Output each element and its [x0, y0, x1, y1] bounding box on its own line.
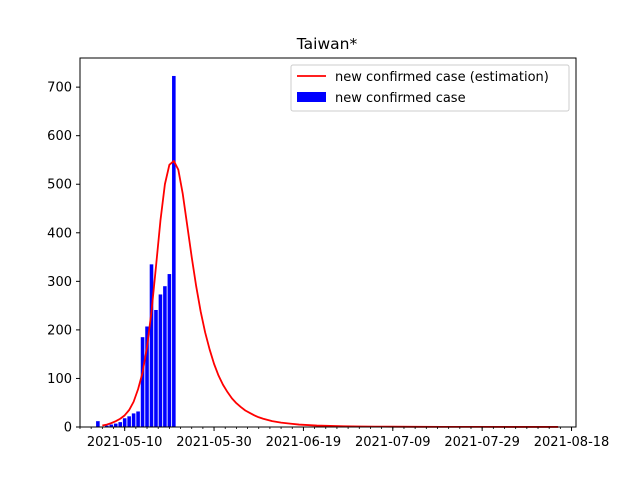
plot-area: 0 100 200 300 400 500 600 700 2021-05-10 2021-05-…	[47, 57, 610, 450]
bar	[118, 422, 123, 427]
y-tick-label: 500	[47, 178, 72, 193]
bar	[154, 309, 158, 427]
bar	[113, 423, 118, 427]
bar	[96, 421, 100, 427]
legend-label-estimation: new confirmed case (estimation)	[335, 70, 549, 85]
y-tick-label: 300	[47, 275, 72, 290]
x-tick-label: 2021-06-19	[266, 435, 342, 450]
x-tick-label: 2021-05-30	[176, 435, 252, 450]
bar	[105, 425, 109, 427]
chart-title: Taiwan*	[296, 35, 358, 53]
bar	[140, 337, 145, 427]
legend: new confirmed case (estimation) new conf…	[290, 64, 570, 112]
legend-swatch-confirmed	[297, 92, 326, 102]
y-tick-label: 400	[47, 226, 72, 241]
bar	[109, 424, 114, 427]
y-tick-label: 0	[64, 421, 72, 436]
bar	[131, 413, 136, 427]
x-tick-label: 2021-07-29	[444, 435, 520, 450]
bar	[127, 416, 131, 427]
axes-frame	[79, 57, 577, 428]
bar	[158, 294, 163, 427]
bar	[149, 264, 154, 427]
y-tick-label: 200	[47, 323, 72, 338]
bar	[122, 418, 127, 427]
x-tick-label: 2021-07-09	[355, 435, 431, 450]
bar	[167, 274, 172, 427]
bar	[145, 326, 149, 427]
x-tick-label: 2021-08-18	[534, 435, 610, 450]
y-tick-label: 600	[47, 129, 72, 144]
y-tick-label: 100	[47, 372, 72, 387]
x-tick-label: 2021-05-10	[87, 435, 163, 450]
legend-box	[290, 64, 570, 112]
bar	[136, 411, 140, 427]
legend-label-confirmed: new confirmed case	[335, 91, 466, 106]
bar	[172, 75, 176, 427]
bar	[163, 286, 167, 427]
estimation-line	[102, 160, 559, 428]
y-tick-label: 700	[47, 81, 72, 96]
